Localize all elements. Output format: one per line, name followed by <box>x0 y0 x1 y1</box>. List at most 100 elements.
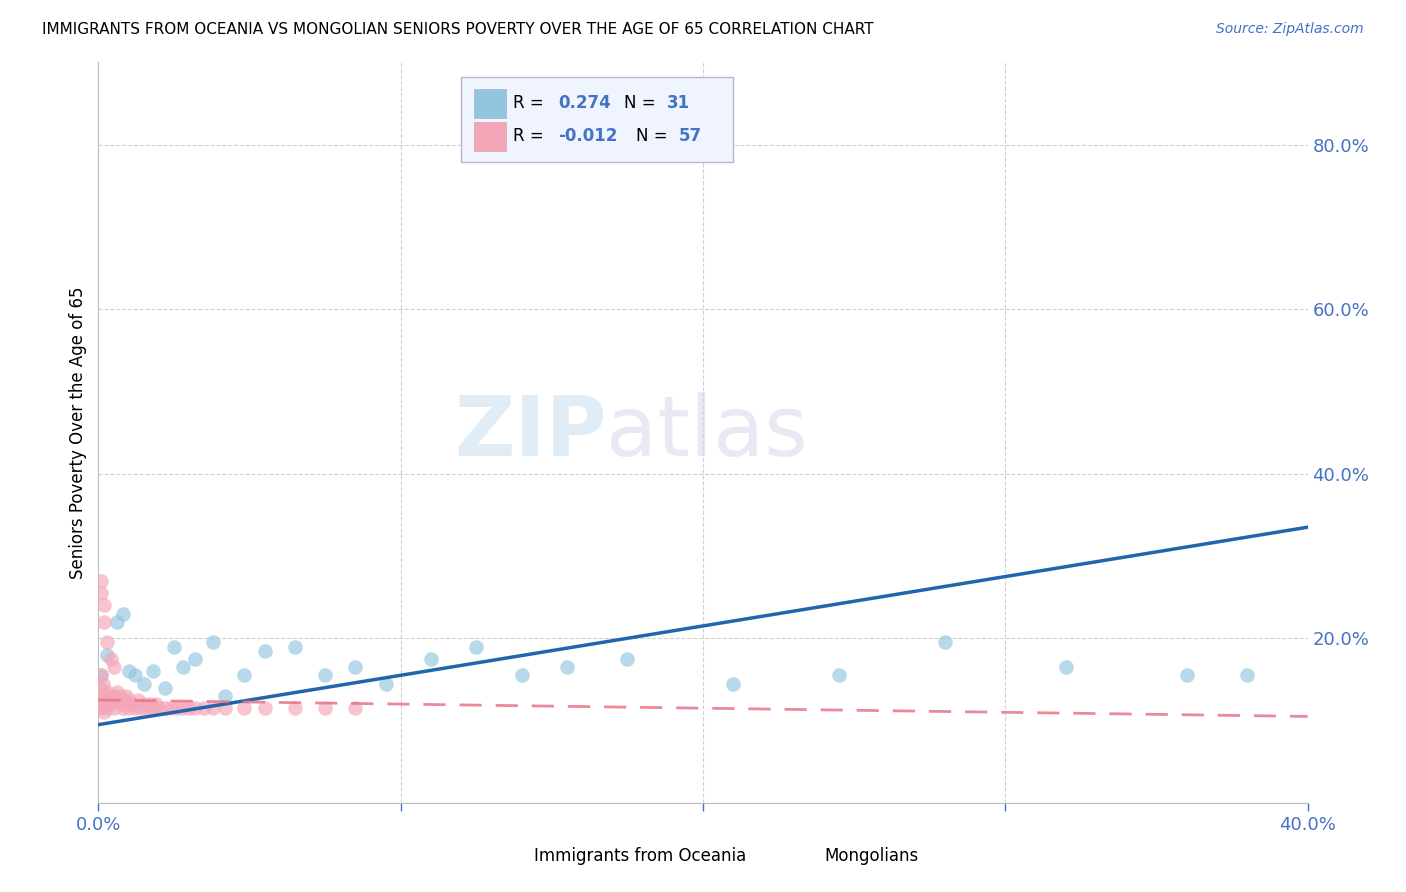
Point <box>114 689 136 703</box>
Point <box>202 701 225 715</box>
Point <box>148 701 170 715</box>
Point <box>91 689 114 703</box>
Point <box>100 689 122 703</box>
Point <box>314 701 336 715</box>
Point <box>91 676 114 690</box>
Text: 0.274: 0.274 <box>558 95 610 112</box>
Point <box>284 701 307 715</box>
Point <box>374 676 396 690</box>
Point <box>121 697 143 711</box>
Point <box>124 701 146 715</box>
Point <box>111 607 134 621</box>
Point <box>145 697 167 711</box>
Point <box>232 701 254 715</box>
Point <box>555 660 578 674</box>
Point <box>111 701 134 715</box>
Point <box>90 701 112 715</box>
Point <box>253 643 276 657</box>
Point <box>1175 668 1198 682</box>
Text: R =: R = <box>513 128 550 145</box>
Point <box>344 701 367 715</box>
Text: 31: 31 <box>666 95 690 112</box>
Point <box>89 693 111 707</box>
Point <box>118 664 141 678</box>
Point <box>105 693 128 707</box>
Point <box>90 668 112 682</box>
Text: R =: R = <box>513 95 550 112</box>
Point <box>284 640 307 654</box>
Point <box>96 701 118 715</box>
Point <box>105 615 128 629</box>
Point <box>184 701 207 715</box>
Point <box>314 668 336 682</box>
Point <box>124 668 146 682</box>
Point <box>135 701 157 715</box>
Point <box>90 574 112 588</box>
Point <box>214 701 236 715</box>
Point <box>184 652 207 666</box>
FancyBboxPatch shape <box>785 844 817 871</box>
Point <box>93 697 115 711</box>
Point <box>100 693 122 707</box>
Text: 57: 57 <box>679 128 702 145</box>
Point <box>96 635 118 649</box>
Point <box>114 697 136 711</box>
Point <box>89 681 111 695</box>
Point <box>1236 668 1258 682</box>
Point <box>153 681 176 695</box>
Point <box>139 697 162 711</box>
FancyBboxPatch shape <box>474 88 506 118</box>
Point <box>172 660 194 674</box>
Point <box>465 640 488 654</box>
Point <box>108 689 131 703</box>
Text: N =: N = <box>637 128 673 145</box>
Point <box>94 693 117 707</box>
Point <box>90 586 112 600</box>
Point <box>828 668 851 682</box>
Point <box>214 689 236 703</box>
Point <box>723 676 745 690</box>
Text: Source: ZipAtlas.com: Source: ZipAtlas.com <box>1216 22 1364 37</box>
Text: N =: N = <box>624 95 661 112</box>
Text: Immigrants from Oceania: Immigrants from Oceania <box>534 847 747 865</box>
Point <box>96 648 118 662</box>
Point <box>160 701 183 715</box>
Point <box>100 652 122 666</box>
FancyBboxPatch shape <box>474 122 506 151</box>
Point <box>142 701 165 715</box>
Point <box>344 660 367 674</box>
Point <box>193 701 215 715</box>
Point <box>934 635 956 649</box>
Point <box>118 701 141 715</box>
Point <box>98 697 121 711</box>
Point <box>202 635 225 649</box>
Point <box>142 664 165 678</box>
Point <box>129 701 152 715</box>
Text: ZIP: ZIP <box>454 392 606 473</box>
Point <box>132 697 155 711</box>
Point <box>93 706 115 720</box>
Text: -0.012: -0.012 <box>558 128 617 145</box>
Point <box>420 652 443 666</box>
Point <box>103 660 125 674</box>
Point <box>127 693 149 707</box>
Point <box>166 701 188 715</box>
Point <box>132 676 155 690</box>
Point <box>163 640 186 654</box>
Text: atlas: atlas <box>606 392 808 473</box>
Point <box>93 615 115 629</box>
Point <box>108 697 131 711</box>
Point <box>510 668 533 682</box>
Point <box>111 693 134 707</box>
Text: Mongolians: Mongolians <box>824 847 918 865</box>
Point <box>118 693 141 707</box>
Point <box>153 701 176 715</box>
Point <box>90 668 112 682</box>
Point <box>103 701 125 715</box>
Point <box>93 599 115 613</box>
Point <box>179 701 201 715</box>
Point <box>1054 660 1077 674</box>
Point <box>232 668 254 682</box>
Point <box>96 685 118 699</box>
Point <box>616 652 638 666</box>
